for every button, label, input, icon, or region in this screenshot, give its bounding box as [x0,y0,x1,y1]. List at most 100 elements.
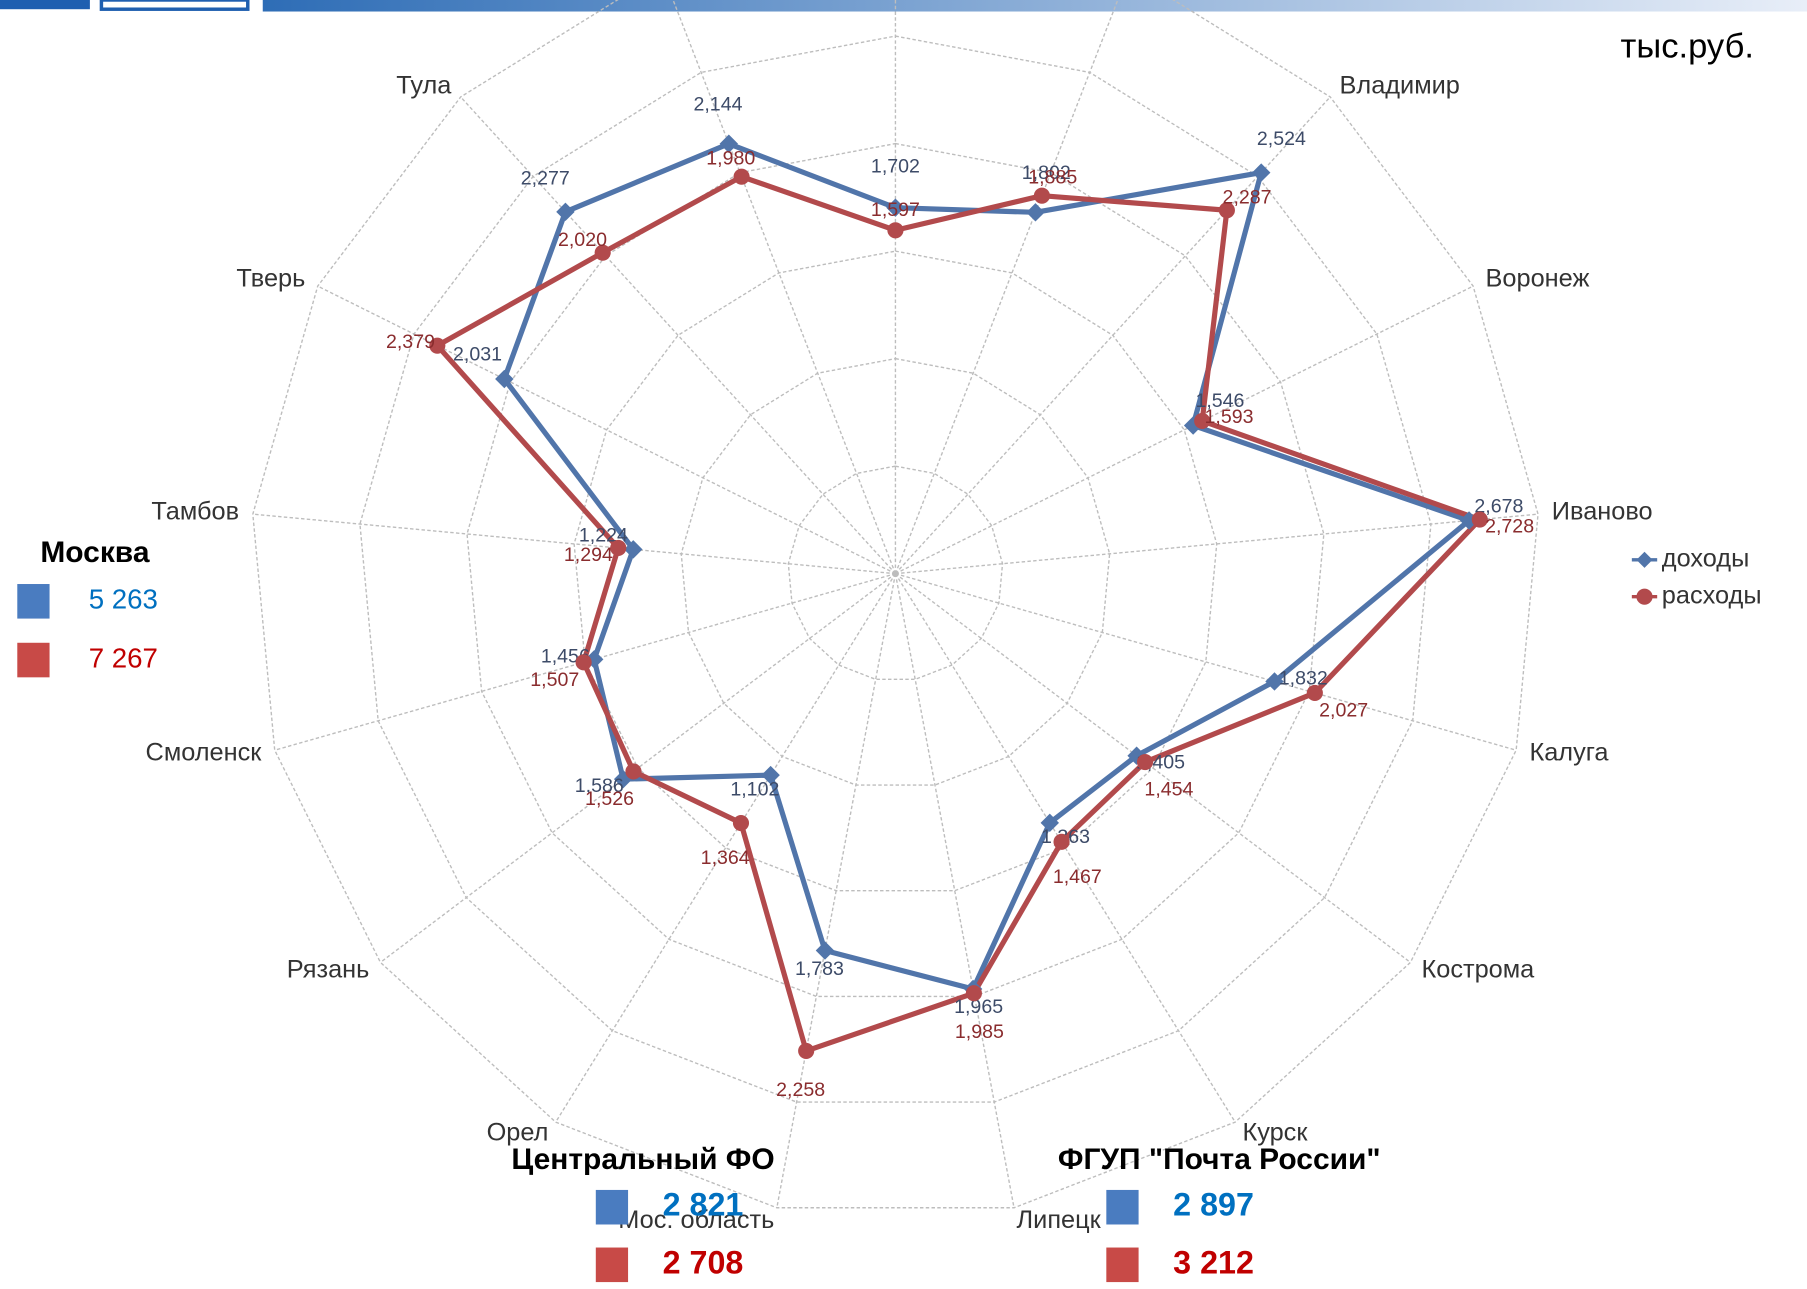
marker [965,985,982,1002]
category-label: Липецк [1017,1206,1102,1234]
panel-income: 5 263 [89,584,158,615]
category-label: Тула [396,71,452,99]
panel-title: Москва [40,536,149,569]
data-label: 1,593 [1205,406,1254,428]
marker [1218,202,1235,219]
panel-expense: 2 708 [663,1244,744,1280]
data-label: 1,702 [871,156,920,178]
spoke [894,573,1015,1208]
marker [1053,833,1070,850]
data-label: 1,454 [1144,779,1193,801]
header-bar [262,0,1807,12]
spoke [894,0,1119,574]
data-label: 1,783 [795,958,844,980]
marker [887,222,904,239]
legend-marker [1636,588,1653,605]
category-label: Воронеж [1486,265,1590,293]
category-label: Калуга [1529,739,1609,767]
panel-swatch [17,584,50,619]
data-label: 2,277 [521,168,570,190]
marker [625,763,642,780]
marker [610,539,627,557]
series-line [501,141,1472,992]
marker [1194,412,1211,430]
data-label: 1,294 [564,544,613,566]
data-label: 2,287 [1223,187,1272,209]
data-label: 2,379 [386,331,435,353]
spoke [895,513,1539,575]
spoke [672,0,897,574]
grid-ring [252,0,1539,1209]
panel-swatch [595,1189,629,1225]
category-label: Мос. область [618,1206,774,1234]
data-label: 1,546 [1195,390,1244,412]
data-label: 1,526 [585,788,634,810]
data-label: 1,985 [955,1021,1004,1043]
grid-ring [573,250,1218,892]
marker [575,654,592,671]
data-label: 1,597 [871,199,920,221]
data-label: 1,832 [1279,667,1328,689]
panel-swatch [1106,1247,1139,1283]
spoke [252,513,896,575]
marker [495,369,514,389]
marker [594,244,611,261]
marker [815,941,835,960]
data-label: 2,031 [453,343,502,365]
header-block [0,0,90,10]
data-label: 2,524 [1257,128,1306,150]
spoke [460,96,896,575]
data-label: 2,144 [693,94,742,116]
marker [429,337,446,354]
panel-income: 2 897 [1173,1187,1254,1223]
data-label: 1,980 [706,147,755,169]
series-line [434,174,1483,1054]
category-label: Тверь [236,265,305,293]
header-block [99,0,250,11]
marker [798,1042,815,1059]
marker [1026,203,1045,222]
data-label: 2,678 [1474,496,1523,518]
spoke [895,285,1474,575]
marker [1252,163,1271,182]
data-label: 1,467 [1053,866,1102,888]
legend-marker [1636,551,1653,568]
legend-label: доходы [1662,545,1750,573]
category-label: Рязань [287,955,370,983]
data-label: 1,507 [530,669,579,691]
data-label: 1,885 [1028,166,1077,188]
data-label: 1,802 [1022,162,1071,184]
category-label: Тамбов [151,498,239,526]
grid-ring [680,357,1111,786]
panel-swatch [17,642,50,678]
panel-title: Центральный ФО [511,1143,774,1176]
marker [1136,754,1154,771]
marker [733,168,750,185]
spoke [776,573,897,1208]
data-label: 2,258 [776,1079,825,1101]
category-label: Орел [487,1119,549,1147]
category-label: Иваново [1552,498,1653,526]
panel-expense: 7 267 [89,642,158,673]
category-label: Владимир [1340,71,1460,99]
data-label: 1,102 [730,778,779,800]
panel-title: ФГУП "Почта России" [1058,1143,1381,1176]
panel-swatch [595,1247,629,1283]
spoke [895,572,1517,751]
data-label: 1,364 [701,847,750,869]
marker [1306,684,1323,701]
data-label: 1,586 [575,775,624,797]
data-label: 1,965 [954,996,1003,1018]
data-label: 2,020 [558,229,607,251]
unit-label: тыс.руб. [1621,28,1754,66]
spoke [317,285,896,575]
grid-ring [787,465,1004,681]
panel-expense: 3 212 [1173,1244,1254,1280]
marker [1471,511,1488,528]
panel-income: 2 821 [663,1187,744,1223]
marker [1033,187,1050,204]
panel-swatch [1106,1189,1139,1225]
category-label: Курск [1242,1119,1308,1147]
